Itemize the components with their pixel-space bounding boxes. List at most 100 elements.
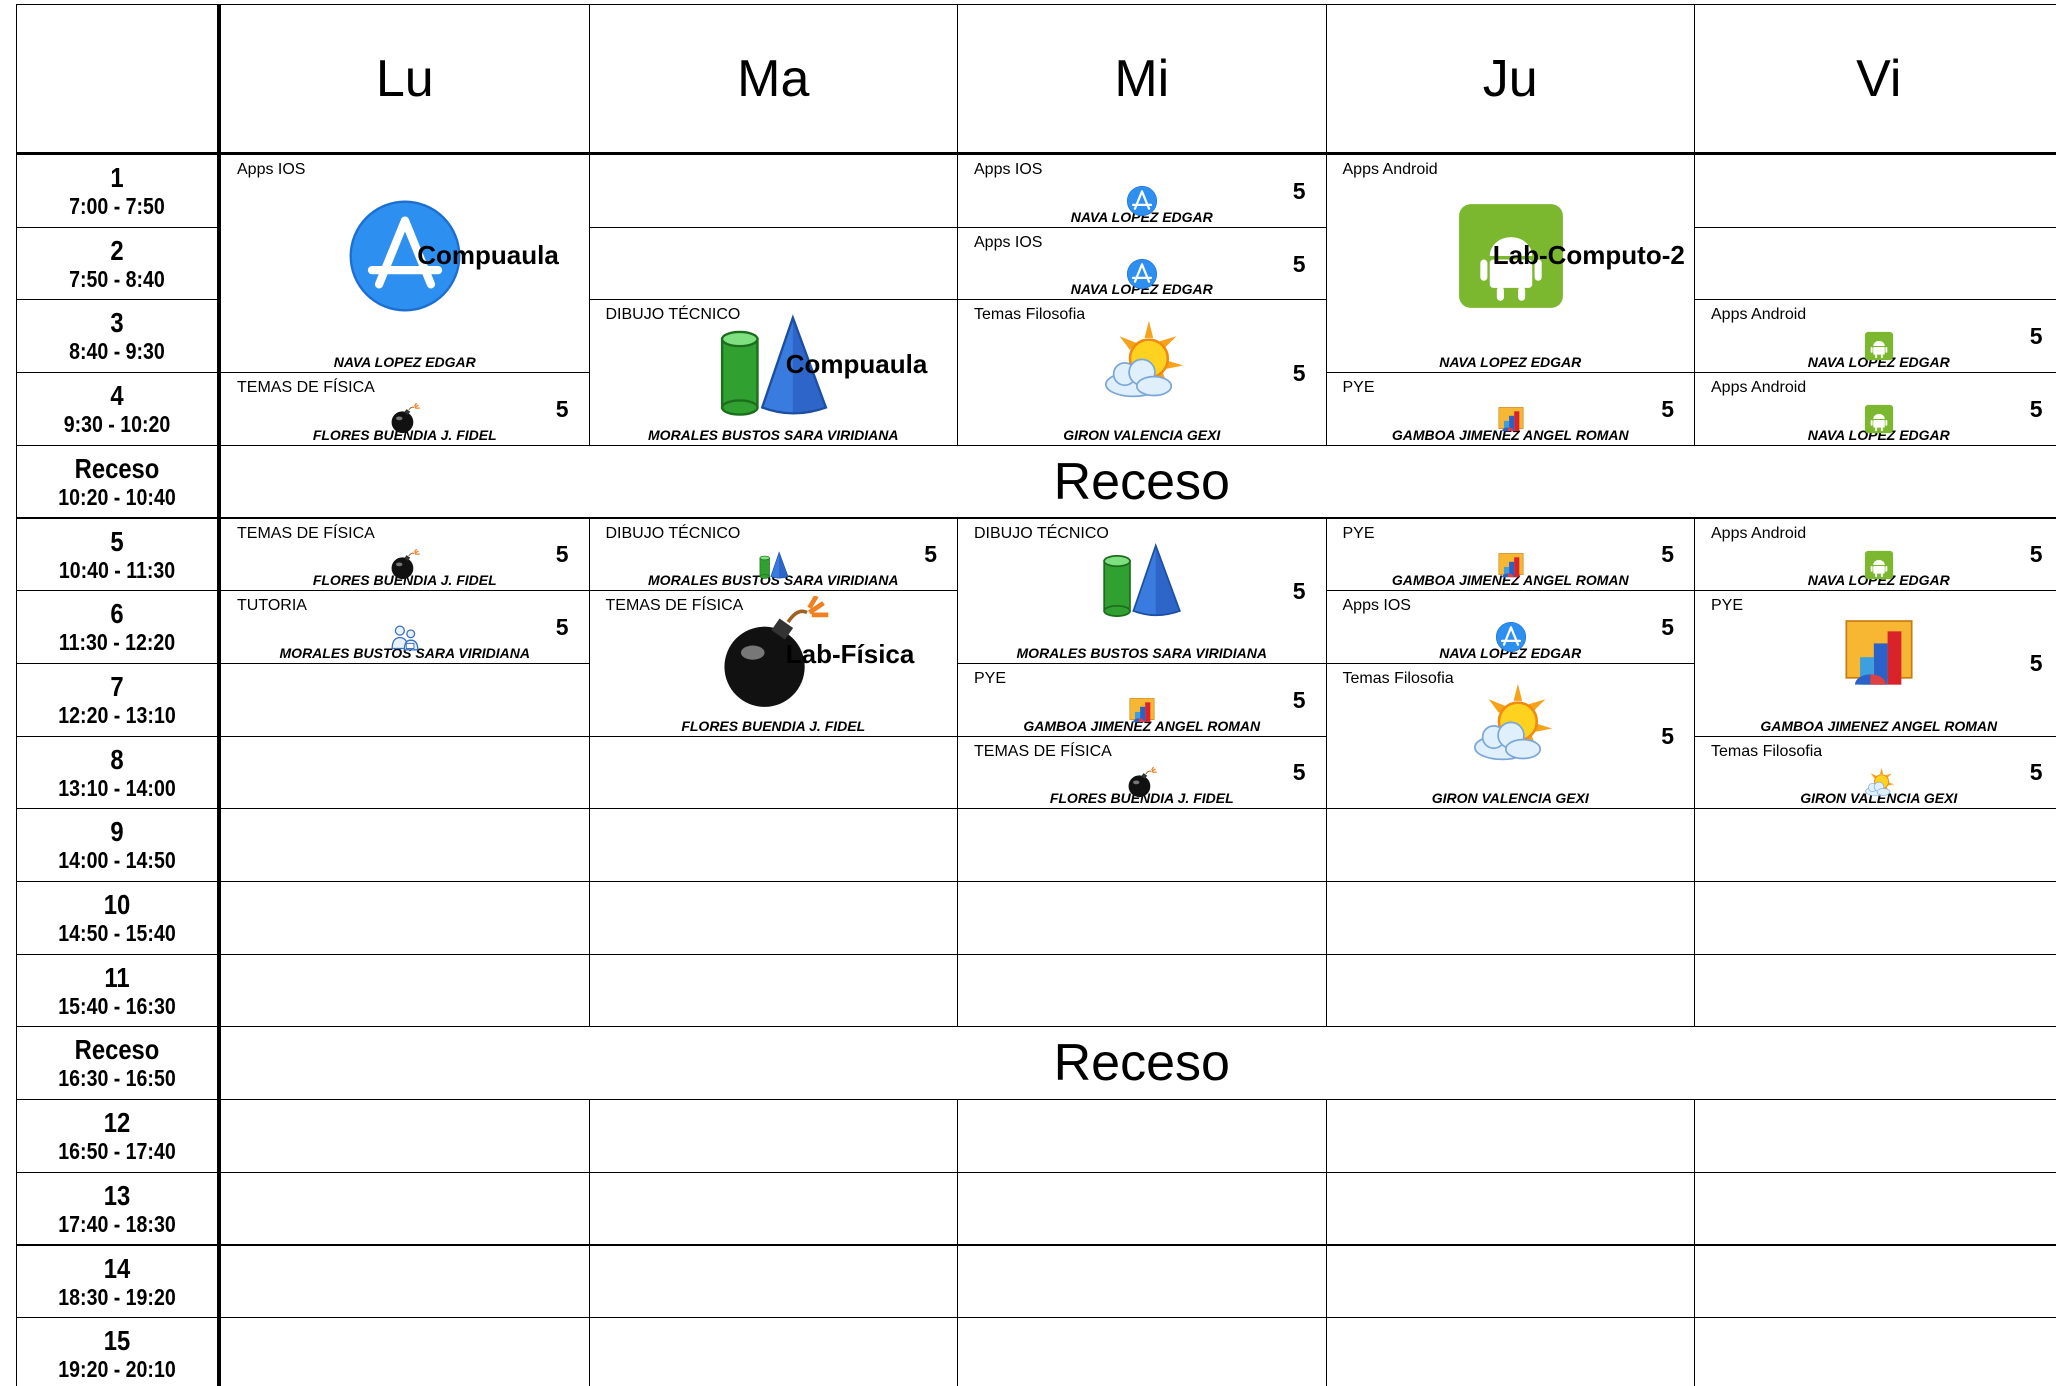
period-time: 17:40 - 18:30 bbox=[58, 1210, 176, 1237]
room: Compuaula bbox=[417, 239, 559, 270]
recess-banner: Receso bbox=[220, 1026, 2056, 1101]
teacher: NAVA LOPEZ EDGAR bbox=[1439, 354, 1582, 371]
icon-graphic bbox=[1103, 542, 1182, 617]
icon-appstore bbox=[1126, 185, 1158, 217]
empty-cell bbox=[220, 953, 590, 1028]
teacher: FLORES BUENDIA J. FIDEL bbox=[312, 426, 497, 443]
empty-cell bbox=[588, 953, 958, 1028]
subject: Temas Filosofia bbox=[1342, 669, 1454, 687]
credits: 5 bbox=[1292, 359, 1306, 386]
class-cell: Apps Android NAVA LOPEZ EDGAR 5 bbox=[1694, 299, 2056, 374]
room: Lab-Física bbox=[785, 639, 915, 670]
icon-bomb bbox=[389, 402, 421, 435]
empty-cell bbox=[957, 1099, 1327, 1173]
icon-graphic bbox=[391, 402, 420, 434]
icon-graphic bbox=[1105, 320, 1184, 397]
empty-cell bbox=[1694, 1171, 2056, 1246]
period-time: 19:20 - 20:10 bbox=[58, 1356, 176, 1383]
subject: PYE bbox=[974, 669, 1007, 687]
teacher: MORALES BUSTOS SARA VIRIDIANA bbox=[279, 644, 530, 661]
icon-chart bbox=[1836, 609, 1922, 695]
empty-cell bbox=[588, 226, 958, 301]
class-cell: DIBUJO TÉCNICO MORALES BUSTOS SARA VIRIDI… bbox=[588, 517, 958, 592]
icon-bomb bbox=[1126, 766, 1158, 799]
icon-graphic bbox=[724, 595, 829, 708]
teacher: GAMBOA JIMENEZ ANGEL ROMAN bbox=[1023, 717, 1261, 734]
icon-sun bbox=[1468, 682, 1554, 768]
period-number: 15 bbox=[103, 1325, 131, 1357]
period-number: 6 bbox=[110, 598, 124, 630]
credits: 5 bbox=[2029, 395, 2043, 422]
day-header: Vi bbox=[1694, 4, 2056, 155]
class-cell: Apps IOS NAVA LOPEZ EDGAR 5 bbox=[1325, 590, 1695, 664]
class-cell: TEMAS DE FÍSICA FLORES BUENDIA J. FIDEL 5 bbox=[220, 372, 590, 446]
room: Lab-Computo-2 bbox=[1492, 239, 1685, 270]
period-time: 14:00 - 14:50 bbox=[58, 847, 176, 874]
period-time: 15:40 - 16:30 bbox=[58, 992, 176, 1019]
empty-cell bbox=[1325, 1244, 1695, 1319]
teacher: GIRON VALENCIA GEXI bbox=[1431, 790, 1589, 807]
icon-bomb bbox=[715, 595, 833, 714]
period-number: 5 bbox=[110, 525, 124, 557]
period-label: 5 10:40 - 11:30 bbox=[16, 517, 220, 592]
empty-cell bbox=[220, 662, 590, 737]
empty-cell bbox=[1325, 953, 1695, 1028]
icon-graphic bbox=[391, 625, 419, 651]
period-label: 7 12:20 - 13:10 bbox=[16, 662, 220, 737]
credits: 5 bbox=[1661, 541, 1674, 568]
empty-cell bbox=[957, 1171, 1327, 1246]
period-number: 8 bbox=[110, 743, 124, 775]
credits: 5 bbox=[555, 614, 569, 641]
teacher: FLORES BUENDIA J. FIDEL bbox=[312, 572, 497, 589]
empty-cell bbox=[588, 735, 958, 810]
icon-cone bbox=[1099, 537, 1185, 623]
empty-cell bbox=[1325, 1171, 1695, 1246]
class-cell: Temas Filosofia GIRON VALENCIA GEXI 5 bbox=[957, 299, 1327, 446]
icon-graphic bbox=[1127, 258, 1158, 289]
room: Compuaula bbox=[785, 348, 928, 379]
period-number: Receso bbox=[74, 1034, 160, 1066]
class-cell: Apps Android NAVA LOPEZ EDGAR 5 bbox=[1694, 517, 2056, 592]
day-header: Ju bbox=[1325, 4, 1695, 155]
empty-cell bbox=[220, 735, 590, 810]
empty-cell bbox=[220, 1099, 590, 1173]
subject: TUTORIA bbox=[237, 597, 307, 615]
credits: 5 bbox=[1292, 577, 1306, 604]
class-cell: PYE GAMBOA JIMENEZ ANGEL ROMAN 5 bbox=[957, 662, 1327, 737]
period-label: 3 8:40 - 9:30 bbox=[16, 299, 220, 374]
credits: 5 bbox=[1661, 723, 1674, 750]
icon-graphic bbox=[1845, 620, 1913, 686]
icon-chart bbox=[1495, 549, 1527, 581]
icon-people bbox=[389, 621, 421, 653]
day-header: Ma bbox=[588, 4, 958, 155]
subject: TEMAS DE FÍSICA bbox=[237, 524, 375, 542]
period-label: 15 19:20 - 20:10 bbox=[16, 1317, 220, 1386]
class-cell: PYE GAMBOA JIMENEZ ANGEL ROMAN 5 bbox=[1325, 517, 1695, 592]
credits: 5 bbox=[2029, 759, 2043, 786]
credits: 5 bbox=[1661, 395, 1674, 422]
teacher: GIRON VALENCIA GEXI bbox=[1800, 790, 1958, 807]
subject: TEMAS DE FÍSICA bbox=[605, 597, 744, 615]
credits: 5 bbox=[2029, 323, 2043, 350]
teacher: NAVA LOPEZ EDGAR bbox=[1807, 426, 1950, 443]
empty-cell bbox=[588, 1244, 958, 1319]
teacher: FLORES BUENDIA J. FIDEL bbox=[1049, 790, 1234, 807]
subject: DIBUJO TÉCNICO bbox=[974, 524, 1109, 542]
class-cell: Apps IOS NAVA LOPEZ EDGAR Compuaula bbox=[220, 154, 590, 374]
empty-cell bbox=[957, 1317, 1327, 1386]
period-number: 7 bbox=[110, 670, 124, 702]
credits: 5 bbox=[1661, 614, 1674, 641]
icon-chart bbox=[1126, 694, 1158, 726]
empty-cell bbox=[1325, 1099, 1695, 1173]
class-cell: TEMAS DE FÍSICA FLORES BUENDIA J. FIDEL La… bbox=[588, 590, 958, 737]
empty-cell bbox=[1694, 226, 2056, 301]
teacher: NAVA LOPEZ EDGAR bbox=[1070, 208, 1213, 225]
period-time: 7:50 - 8:40 bbox=[69, 265, 165, 292]
class-cell: Apps Android NAVA LOPEZ EDGAR 5 bbox=[1694, 372, 2056, 446]
class-cell: DIBUJO TÉCNICO MORALES BUSTOS SARA VIRIDI… bbox=[957, 517, 1327, 664]
empty-cell bbox=[588, 1099, 958, 1173]
period-time: 14:50 - 15:40 bbox=[58, 920, 176, 946]
recess-banner: Receso bbox=[220, 444, 2056, 519]
empty-cell bbox=[588, 808, 958, 882]
empty-cell bbox=[1694, 881, 2056, 955]
